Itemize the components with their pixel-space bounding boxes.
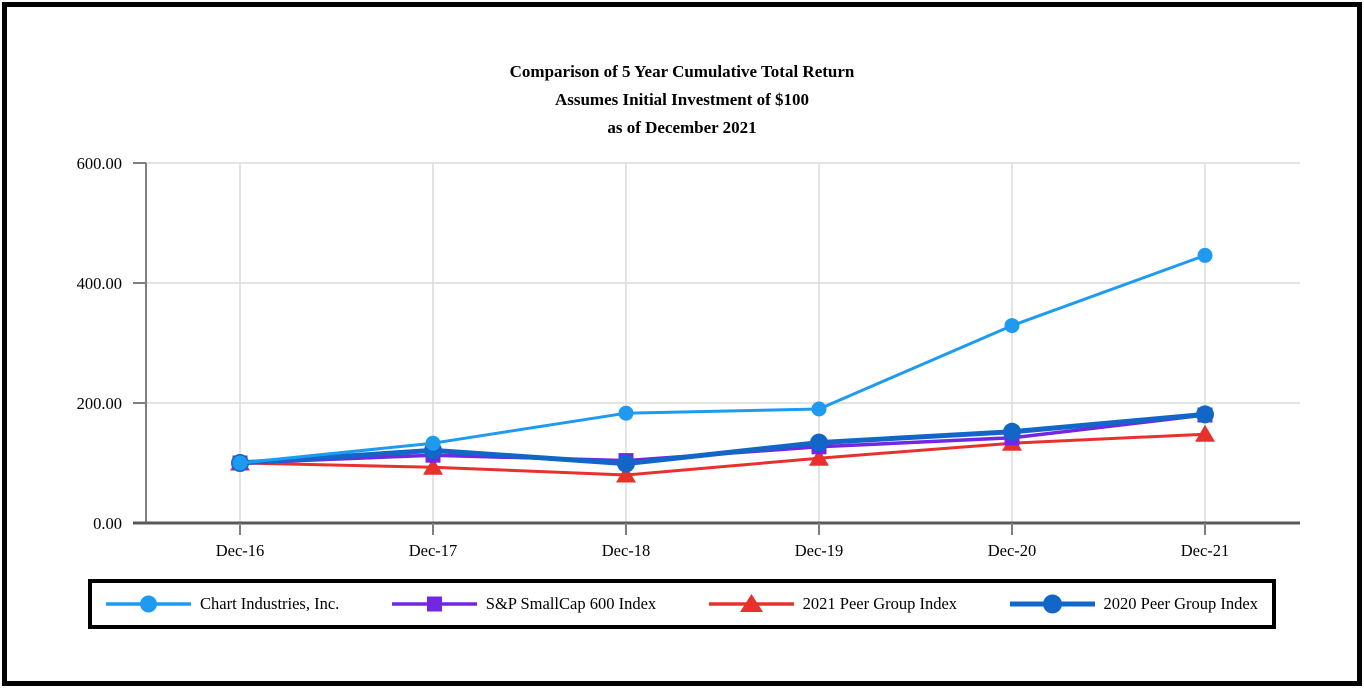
legend-label: 2021 Peer Group Index [802, 594, 958, 613]
chart-title-line-2: Assumes Initial Investment of $100 [554, 90, 810, 109]
y-tick-label: 600.00 [77, 154, 122, 173]
series-marker [425, 435, 441, 451]
series-marker [232, 455, 248, 471]
legend-item-chart-industries: Chart Industries, Inc. [106, 591, 339, 617]
line-circle-marker-icon [106, 595, 191, 613]
series-marker [423, 457, 443, 475]
legend-marker [1042, 594, 1062, 614]
series-marker [618, 405, 634, 421]
series-marker [1197, 247, 1213, 263]
legend-item-2021-peer-group: 2021 Peer Group Index [708, 591, 958, 617]
legend-marker [739, 594, 763, 612]
series-3 [231, 405, 1214, 473]
legend-label: S&P SmallCap 600 Index [485, 594, 657, 613]
series-marker [1195, 424, 1215, 442]
legend-marker [426, 596, 442, 612]
series-marker [617, 454, 635, 473]
x-tick-label: Dec-21 [1181, 541, 1230, 560]
series-marker [811, 401, 827, 417]
legend: Chart Industries, Inc. S&P SmallCap 600 … [88, 579, 1276, 629]
x-tick-label: Dec-18 [602, 541, 651, 560]
chart-title: Comparison of 5 Year Cumulative Total Re… [0, 58, 1364, 142]
chart-title-line-1: Comparison of 5 Year Cumulative Total Re… [509, 62, 855, 81]
legend-label: 2020 Peer Group Index [1103, 594, 1258, 613]
line-circle-marker-icon [1009, 594, 1095, 614]
series-marker [1196, 405, 1214, 424]
series-2 [230, 424, 1215, 483]
legend-item-2020-peer-group: 2020 Peer Group Index [1009, 591, 1258, 617]
legend-label: Chart Industries, Inc. [200, 594, 340, 613]
series-line [239, 432, 1206, 477]
series-0 [232, 247, 1213, 471]
series-marker [1003, 422, 1021, 441]
legend-item-sp-smallcap-600: S&P SmallCap 600 Index [391, 591, 657, 617]
line-square-marker-icon [391, 596, 477, 612]
x-tick-label: Dec-17 [409, 541, 458, 560]
series-1 [232, 407, 1213, 471]
series-marker [1004, 318, 1020, 334]
series-marker [810, 433, 828, 452]
x-tick-label: Dec-16 [216, 541, 265, 560]
series-line [239, 253, 1206, 465]
series-line [239, 411, 1206, 467]
x-tick-label: Dec-20 [988, 541, 1037, 560]
chart-title-line-3: as of December 2021 [607, 118, 757, 137]
series-marker [809, 448, 829, 466]
y-tick-label: 200.00 [77, 394, 122, 413]
x-tick-label: Dec-19 [795, 541, 844, 560]
y-tick-label: 400.00 [77, 274, 122, 293]
y-tick-label: 0.00 [93, 514, 122, 533]
series-marker [616, 465, 636, 483]
legend-marker [140, 595, 157, 613]
line-triangle-marker-icon [708, 594, 794, 612]
